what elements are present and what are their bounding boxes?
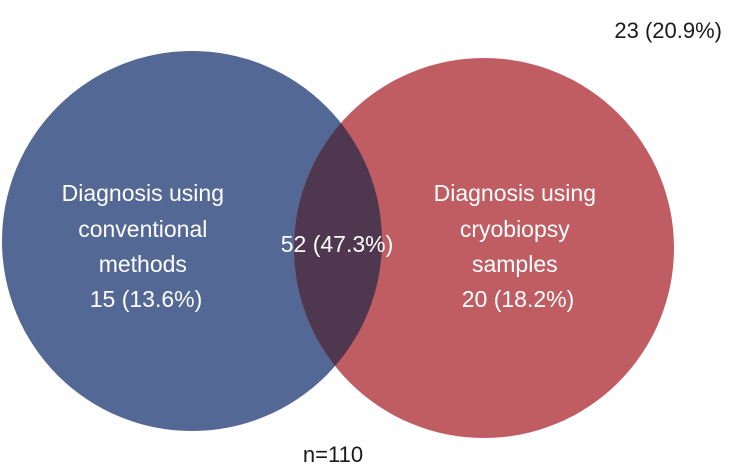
right-set-label-line-1: Diagnosis using bbox=[434, 180, 596, 206]
overlap-count: 52 (47.3%) bbox=[281, 231, 394, 257]
left-set-label-line-2: conventional bbox=[78, 216, 207, 242]
left-set-label-line-1: Diagnosis using bbox=[62, 180, 224, 206]
right-set-count: 20 (18.2%) bbox=[462, 286, 575, 312]
outside-count: 23 (20.9%) bbox=[614, 18, 722, 43]
right-set-label: Diagnosis using cryobiopsy samples 20 (1… bbox=[434, 180, 603, 312]
left-set-circle bbox=[2, 51, 382, 431]
left-set-label: Diagnosis using conventional methods 15 … bbox=[62, 180, 231, 312]
left-set-count: 15 (13.6%) bbox=[90, 286, 203, 312]
right-set-label-line-3: samples bbox=[472, 251, 558, 277]
total-count: n=110 bbox=[303, 442, 363, 467]
right-set-label-line-2: cryobiopsy bbox=[460, 216, 570, 242]
left-set-label-line-3: methods bbox=[99, 251, 187, 277]
right-set-circle bbox=[294, 58, 674, 438]
